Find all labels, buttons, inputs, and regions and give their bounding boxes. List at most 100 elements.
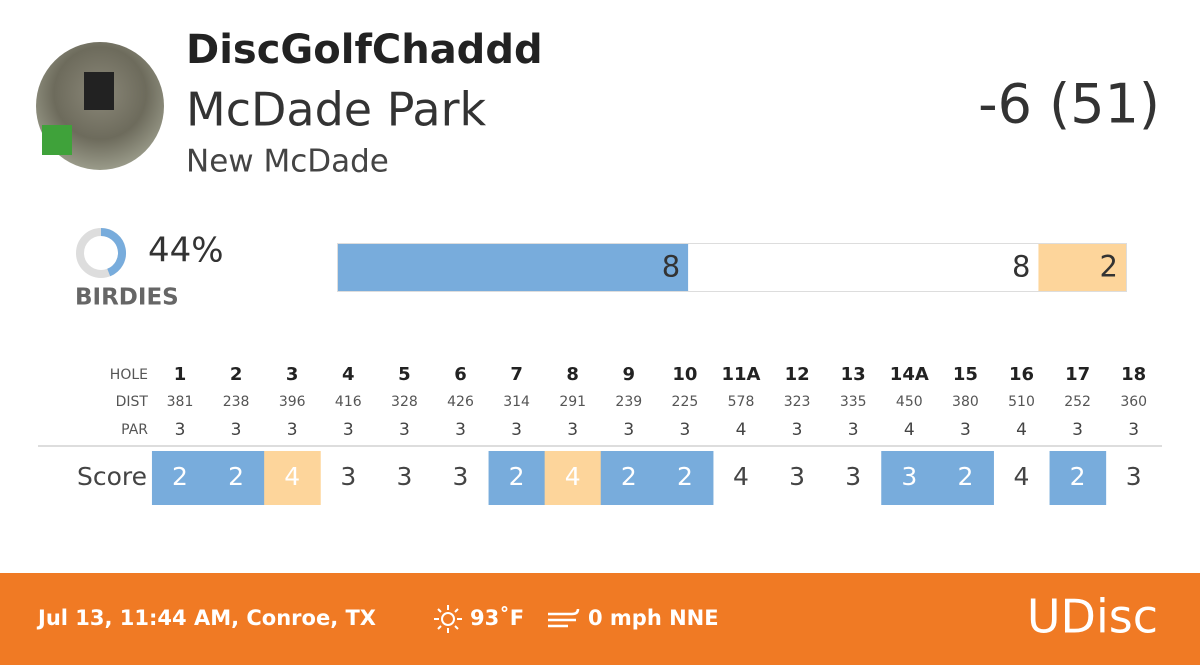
birdie-label: BIRDIES: [75, 285, 179, 311]
udisc-logo: UDisc: [1027, 590, 1158, 644]
footer-band: [0, 573, 1200, 665]
hole-number: 11A: [722, 364, 761, 385]
hole-number: 4: [342, 364, 355, 385]
hole-distance: 426: [447, 394, 474, 410]
hole-score: 3: [340, 462, 356, 491]
score-cell: [937, 451, 994, 505]
hole-score: 3: [396, 462, 412, 491]
hole-par: 3: [567, 420, 578, 440]
row-label: HOLE: [110, 367, 148, 383]
username: DiscGolfChaddd: [186, 27, 543, 73]
hole-distance: 238: [223, 394, 250, 410]
wind-icon: [548, 608, 580, 628]
hole-number: 13: [841, 364, 866, 385]
hole-score: 2: [677, 462, 693, 491]
hole-distance: 239: [615, 394, 642, 410]
hole-score: 2: [509, 462, 525, 491]
hole-number: 6: [454, 364, 467, 385]
hole-par: 3: [287, 420, 298, 440]
distribution-count: 2: [1100, 250, 1118, 284]
score-cell: [600, 451, 658, 505]
hole-par: 3: [679, 420, 690, 440]
hole-distance: 450: [896, 394, 923, 410]
hole-par: 3: [1072, 420, 1083, 440]
hole-score: 3: [845, 462, 861, 491]
hole-score: 4: [565, 462, 581, 491]
score-cell: [656, 451, 714, 505]
hole-number: 7: [510, 364, 523, 385]
score-cell: [208, 451, 265, 505]
distribution-segment: [1038, 244, 1126, 291]
hole-distance: 396: [279, 394, 306, 410]
hole-distance: 225: [672, 394, 699, 410]
temperature: 93˚F: [470, 606, 524, 630]
hole-distance: 314: [503, 394, 530, 410]
hole-score: 4: [284, 462, 300, 491]
wind: 0 mph NNE: [588, 606, 719, 630]
row-label: Score: [77, 462, 147, 491]
hole-score: 2: [957, 462, 973, 491]
hole-par: 4: [736, 420, 747, 440]
course-name: McDade Park: [186, 83, 486, 137]
hole-number: 10: [672, 364, 697, 385]
score-cell: [488, 451, 546, 505]
hole-number: 15: [953, 364, 978, 385]
hole-par: 3: [960, 420, 971, 440]
round-score: -6 (51): [978, 73, 1160, 136]
hole-score: 2: [172, 462, 188, 491]
hole-score: 4: [1014, 462, 1030, 491]
distribution-segment: [338, 244, 689, 291]
distribution-count: 8: [662, 250, 680, 284]
hole-distance: 323: [784, 394, 811, 410]
hole-distance: 578: [728, 394, 755, 410]
hole-par: 3: [511, 420, 522, 440]
hole-par: 3: [1128, 420, 1139, 440]
hole-score: 4: [733, 462, 749, 491]
hole-score: 3: [789, 462, 805, 491]
hole-distance: 335: [840, 394, 867, 410]
birdie-percent: 44%: [148, 231, 224, 271]
hole-par: 3: [399, 420, 410, 440]
hole-par: 3: [455, 420, 466, 440]
hole-par: 4: [1016, 420, 1027, 440]
hole-score: 2: [228, 462, 244, 491]
hole-par: 3: [343, 420, 354, 440]
hole-distance: 328: [391, 394, 418, 410]
distribution-count: 8: [1012, 250, 1030, 284]
score-cell: [151, 451, 209, 505]
hole-number: 17: [1065, 364, 1090, 385]
hole-distance: 360: [1120, 394, 1147, 410]
score-cell: [881, 451, 938, 505]
hole-distance: 252: [1064, 394, 1091, 410]
hole-number: 2: [230, 364, 243, 385]
hole-distance: 291: [559, 394, 586, 410]
hole-number: 9: [623, 364, 636, 385]
row-label: PAR: [121, 422, 148, 438]
avatar-basket: [42, 125, 72, 155]
hole-distance: 510: [1008, 394, 1035, 410]
avatar-figure: [84, 72, 114, 110]
sun-icon: [434, 605, 462, 633]
hole-score: 2: [1070, 462, 1086, 491]
hole-distance: 380: [952, 394, 979, 410]
hole-number: 16: [1009, 364, 1034, 385]
hole-par: 3: [623, 420, 634, 440]
round-date-location: Jul 13, 11:44 AM, Conroe, TX: [36, 606, 376, 630]
score-cell: [544, 451, 602, 505]
layout-name: New McDade: [186, 144, 389, 180]
hole-number: 12: [785, 364, 810, 385]
hole-par: 3: [792, 420, 803, 440]
hole-number: 3: [286, 364, 299, 385]
hole-par: 3: [848, 420, 859, 440]
birdie-arc: [100, 228, 126, 277]
hole-par: 4: [904, 420, 915, 440]
hole-number: 1: [174, 364, 187, 385]
hole-score: 3: [901, 462, 917, 491]
score-cell: [264, 451, 321, 505]
hole-number: 8: [566, 364, 579, 385]
hole-number: 18: [1121, 364, 1146, 385]
hole-par: 3: [175, 420, 186, 440]
hole-score: 2: [621, 462, 637, 491]
